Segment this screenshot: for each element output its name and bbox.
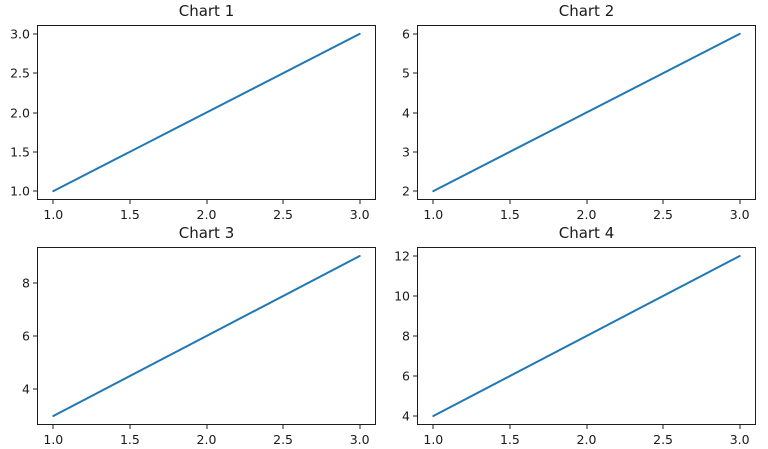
x-tick-mark [52, 425, 54, 429]
data-line [53, 34, 359, 191]
x-tick-mark [509, 200, 511, 204]
y-tick-label: 10 [394, 288, 410, 304]
y-tick-label: 12 [394, 248, 410, 264]
x-tick-mark [432, 425, 434, 429]
y-tick-label: 8 [402, 328, 410, 344]
y-tick-mark [413, 33, 417, 35]
x-tick-label: 2.0 [576, 432, 597, 447]
x-tick-mark [52, 200, 54, 204]
data-line [53, 256, 359, 416]
plot-area: 1.0 1.5 2.0 2.5 3.0 1.0 1.5 2.0 2.5 3.0 [10, 25, 376, 222]
x-tick-label: 1.0 [423, 207, 444, 222]
x-tick-mark [432, 200, 434, 204]
chart-title: Chart 2 [558, 2, 615, 20]
x-tick-label: 2.5 [653, 207, 674, 222]
y-tick-label: 3 [402, 144, 410, 160]
y-tick-mark [33, 151, 37, 153]
x-tick-mark [206, 425, 207, 429]
data-line [433, 256, 739, 416]
x-tick-label: 3.0 [349, 432, 370, 447]
plot-area: 1.0 1.5 2.0 2.5 3.0 2 3 4 5 6 [402, 25, 756, 222]
x-tick-label: 1.5 [119, 207, 140, 222]
x-tick-mark [662, 200, 664, 204]
x-tick-label: 1.0 [43, 207, 64, 222]
plot-area: 1.0 1.5 2.0 2.5 3.0 4 6 8 [22, 247, 376, 447]
data-line-layer [418, 248, 755, 424]
y-tick-mark [413, 255, 417, 257]
x-tick-label: 2.5 [273, 432, 294, 447]
y-tick-mark [413, 151, 417, 153]
y-tick-mark [413, 295, 417, 297]
y-tick-mark [413, 72, 417, 74]
y-tick-label: 1.0 [10, 183, 30, 199]
y-tick-label: 6 [22, 328, 30, 344]
x-tick-mark [206, 200, 207, 204]
y-tick-label: 2.5 [10, 65, 30, 81]
data-line [433, 34, 739, 191]
y-tick-label: 4 [402, 408, 410, 424]
x-tick-label: 2.0 [196, 432, 217, 447]
subplot-chart-1: Chart 1 1.0 1.5 2.0 2.5 3.0 1.0 1.5 2.0 2.5 3.0 [10, 2, 376, 222]
y-tick-label: 1.5 [10, 144, 30, 160]
y-tick-label: 2.0 [10, 105, 30, 120]
x-tick-mark [509, 425, 511, 429]
x-tick-mark [282, 425, 284, 429]
y-tick-mark [33, 190, 37, 192]
y-tick-mark [33, 72, 37, 74]
y-tick-label: 5 [402, 65, 410, 81]
x-tick-label: 2.5 [653, 432, 674, 447]
y-tick-label: 3.0 [10, 26, 30, 42]
x-tick-label: 1.0 [423, 432, 444, 447]
plot-area: 1.0 1.5 2.0 2.5 3.0 4 6 8 10 12 [394, 247, 756, 447]
x-tick-label: 1.5 [119, 432, 140, 447]
x-tick-mark [586, 425, 587, 429]
x-tick-label: 1.0 [43, 432, 64, 447]
y-tick-mark [33, 112, 37, 113]
x-tick-mark [129, 200, 131, 204]
data-line-layer [38, 248, 375, 424]
data-line-layer [38, 26, 375, 199]
chart-title: Chart 4 [558, 224, 615, 242]
subplot-chart-2: Chart 2 1.0 1.5 2.0 2.5 3.0 2 3 4 5 6 [402, 2, 756, 222]
x-tick-label: 3.0 [349, 207, 370, 222]
chart-title: Chart 1 [178, 2, 235, 20]
y-tick-mark [33, 33, 37, 35]
y-tick-mark [413, 112, 417, 113]
data-line-layer [418, 26, 755, 199]
x-tick-label: 2.5 [273, 207, 294, 222]
y-tick-mark [413, 335, 417, 337]
y-tick-mark [33, 388, 37, 390]
x-tick-mark [586, 200, 587, 204]
x-tick-mark [662, 425, 664, 429]
subplot-chart-4: Chart 4 1.0 1.5 2.0 2.5 3.0 4 6 8 10 12 [394, 224, 756, 447]
x-tick-mark [359, 200, 361, 204]
y-tick-mark [413, 375, 417, 377]
y-tick-mark [413, 190, 417, 192]
y-tick-label: 2 [402, 183, 410, 199]
y-tick-mark [33, 282, 37, 284]
y-tick-label: 8 [22, 275, 30, 291]
subplot-chart-3: Chart 3 1.0 1.5 2.0 2.5 3.0 4 6 8 [22, 224, 376, 447]
y-tick-mark [413, 415, 417, 417]
x-tick-mark [739, 425, 741, 429]
y-tick-label: 4 [22, 381, 30, 397]
x-tick-label: 1.5 [499, 432, 520, 447]
y-tick-label: 6 [402, 368, 410, 384]
x-tick-mark [282, 200, 284, 204]
y-tick-mark [33, 335, 37, 337]
y-tick-label: 6 [402, 26, 410, 42]
x-tick-mark [739, 200, 741, 204]
x-tick-mark [359, 425, 361, 429]
x-tick-label: 2.0 [576, 207, 597, 222]
x-tick-label: 3.0 [729, 432, 750, 447]
x-tick-label: 3.0 [729, 207, 750, 222]
x-tick-mark [129, 425, 131, 429]
chart-title: Chart 3 [178, 224, 235, 242]
y-tick-label: 4 [402, 105, 410, 120]
x-tick-label: 1.5 [499, 207, 520, 222]
x-tick-label: 2.0 [196, 207, 217, 222]
